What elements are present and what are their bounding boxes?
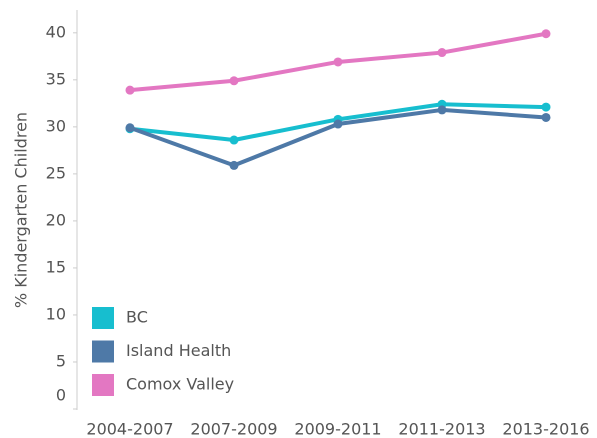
point (541, 102, 551, 112)
x-tick-label: 2009-2011 (294, 420, 381, 438)
legend-label: BC (126, 308, 148, 327)
legend-label: Island Health (126, 341, 231, 360)
y-axis-label: % Kindergarten Children (12, 112, 31, 308)
legend-swatch (92, 374, 114, 396)
point (541, 29, 551, 39)
point (229, 160, 239, 170)
y-tick-label: 5 (56, 351, 66, 370)
x-tick-label: 2004-2007 (86, 420, 173, 438)
y-tick-label: 0 (56, 386, 66, 405)
legend-swatch (92, 307, 114, 329)
point (229, 76, 239, 86)
point (437, 48, 447, 58)
x-tick-label: 2007-2009 (190, 420, 277, 438)
point (541, 112, 551, 122)
y-tick-label: 15 (46, 257, 66, 276)
point (333, 119, 343, 129)
legend-swatch (92, 340, 114, 363)
y-tick-label: 10 (46, 304, 66, 323)
y-tick-label: 35 (46, 69, 66, 88)
x-tick-label: 2013-2016 (502, 420, 589, 438)
y-tick-label: 20 (46, 210, 66, 229)
y-tick-label: 40 (46, 22, 66, 41)
point (125, 123, 135, 133)
y-tick-label: 30 (46, 116, 66, 135)
point (333, 57, 343, 67)
x-tick-label: 2011-2013 (398, 420, 485, 438)
legend-label: Comox Valley (126, 375, 234, 394)
point (437, 105, 447, 115)
point (125, 85, 135, 95)
point (229, 135, 239, 145)
y-tick-label: 25 (46, 163, 66, 182)
